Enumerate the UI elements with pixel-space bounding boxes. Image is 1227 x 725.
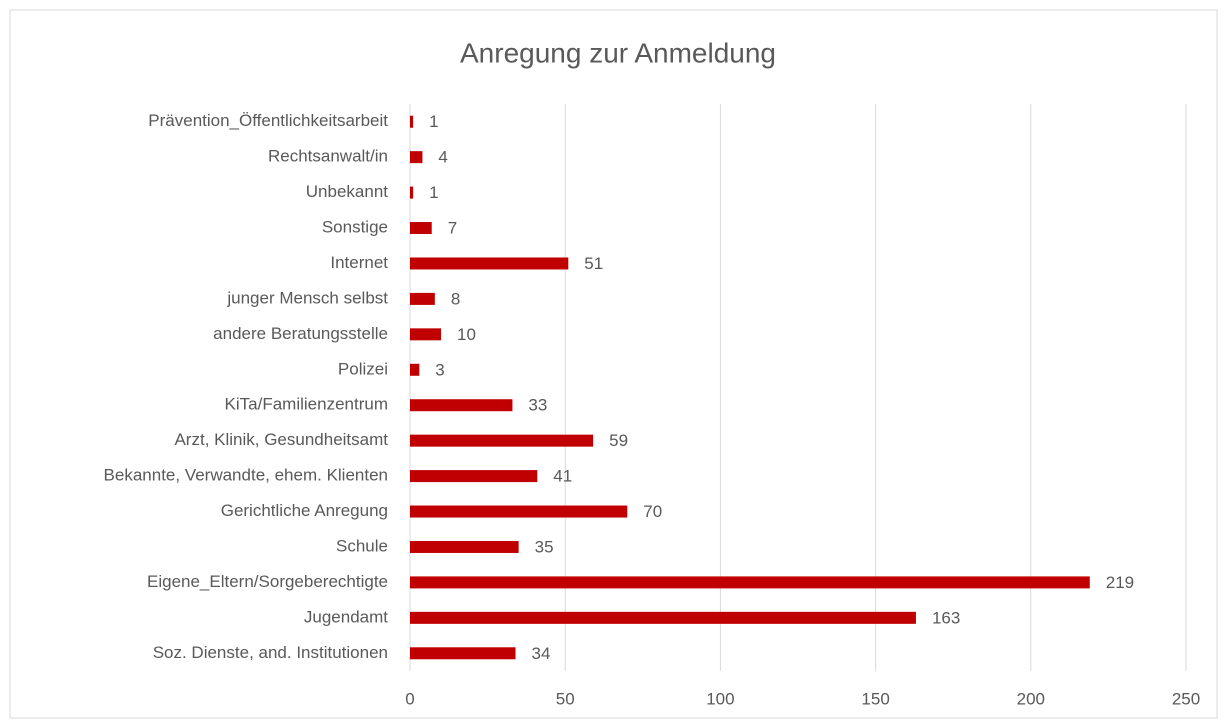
data-label: 59: [609, 431, 628, 450]
data-label: 4: [438, 148, 447, 167]
bar: [410, 292, 435, 305]
y-tick-label: Unbekannt: [306, 182, 389, 201]
bar: [410, 399, 513, 412]
y-tick-label: Eigene_Eltern/Sorgeberechtigte: [147, 572, 388, 591]
data-label: 1: [429, 112, 438, 131]
bar: [410, 540, 519, 553]
y-tick-label: Schule: [336, 536, 388, 555]
y-tick-label: Sonstige: [322, 218, 388, 237]
y-tick-label: Jugendamt: [304, 607, 388, 626]
bar: [410, 222, 432, 235]
y-tick-label: Polizei: [338, 359, 388, 378]
bar: [410, 647, 516, 660]
y-tick-label: Arzt, Klinik, Gesundheitsamt: [174, 430, 388, 449]
y-tick-label: Soz. Dienste, and. Institutionen: [153, 643, 388, 662]
bar: [410, 470, 538, 483]
x-tick-label: 200: [1017, 689, 1045, 708]
data-label: 3: [435, 360, 444, 379]
y-tick-label: Bekannte, Verwandte, ehem. Klienten: [104, 466, 388, 485]
bar: [410, 434, 594, 447]
bar: [410, 151, 423, 164]
y-tick-label: andere Beratungsstelle: [213, 324, 388, 343]
bar: [410, 115, 414, 128]
data-label: 41: [553, 467, 572, 486]
bar: [410, 363, 420, 376]
bar: [410, 257, 569, 270]
data-label: 1: [429, 183, 438, 202]
data-label: 35: [535, 537, 554, 556]
y-tick-label: Rechtsanwalt/in: [268, 147, 388, 166]
data-label: 219: [1106, 573, 1134, 592]
y-tick-label: Gerichtliche Anregung: [221, 501, 388, 520]
bar: [410, 576, 1090, 589]
chart-title: Anregung zur Anmeldung: [460, 37, 776, 68]
x-tick-label: 150: [861, 689, 889, 708]
x-tick-label: 250: [1172, 689, 1200, 708]
bar: [410, 328, 442, 341]
chart-border: [9, 9, 1218, 719]
data-label: 7: [448, 219, 457, 238]
x-tick-label: 0: [405, 689, 414, 708]
bar: [410, 186, 414, 199]
data-label: 34: [532, 644, 551, 663]
data-label: 51: [584, 254, 603, 273]
data-label: 10: [457, 325, 476, 344]
y-tick-label: KiTa/Familienzentrum: [225, 395, 388, 414]
y-tick-label: junger Mensch selbst: [226, 288, 388, 307]
y-tick-label: Prävention_Öffentlichkeitsarbeit: [148, 111, 388, 130]
data-label: 8: [451, 289, 460, 308]
x-tick-label: 50: [556, 689, 575, 708]
data-label: 163: [932, 608, 960, 627]
y-tick-label: Internet: [330, 253, 388, 272]
data-label: 33: [528, 396, 547, 415]
x-tick-label: 100: [706, 689, 734, 708]
bar: [410, 611, 916, 624]
bar: [410, 505, 628, 518]
data-label: 70: [643, 502, 662, 521]
